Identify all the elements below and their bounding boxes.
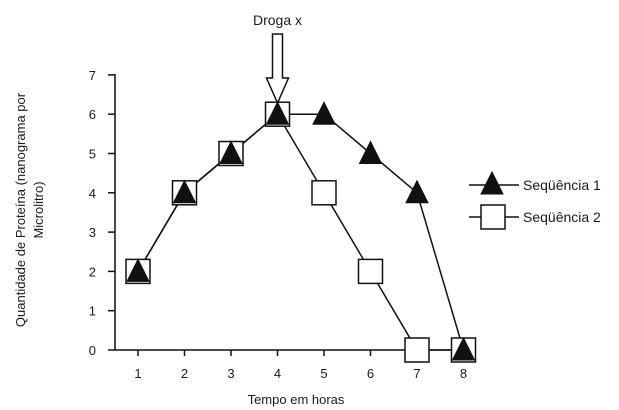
- y-axis-title-line-2: Microlitro): [31, 181, 46, 238]
- series-1-point: [126, 258, 150, 282]
- series-line-2: [137, 113, 464, 351]
- series-2-point: [404, 337, 430, 363]
- series-1-point: [405, 179, 429, 204]
- legend-triangle-icon: [480, 170, 504, 195]
- x-tick-label: 3: [227, 366, 234, 381]
- y-tick-label: 5: [89, 147, 96, 162]
- axes: [114, 74, 476, 351]
- x-axis-title: Tempo em horas: [248, 392, 345, 407]
- series-2-point: [311, 180, 337, 206]
- annotation-arrow-icon: [265, 33, 290, 105]
- y-tick-label: 7: [89, 68, 96, 83]
- series-2-point: [357, 258, 384, 285]
- y-tick-label: 4: [89, 186, 96, 201]
- x-tick-label: 8: [460, 366, 467, 381]
- y-tick-label: 0: [89, 343, 96, 358]
- x-tick-label: 1: [134, 366, 141, 381]
- x-tick-label: 2: [181, 366, 188, 381]
- y-axis-title-line-1: Quantidade de Proteína (nanograma por: [13, 92, 28, 327]
- y-tick-label: 1: [89, 304, 96, 319]
- series-1-point: [172, 179, 197, 204]
- legend-label: Seqüência 1: [523, 177, 601, 193]
- series-1-point: [312, 101, 336, 125]
- series-markers: [125, 101, 477, 363]
- ticks: 1 2 3 4 5 6 7 8 0 1 2 3 4 5 6 7: [89, 68, 467, 381]
- legend-label: Seqüência 2: [523, 209, 601, 225]
- series-1-point: [358, 140, 383, 164]
- x-tick-label: 4: [274, 366, 281, 381]
- legend-square-icon: [480, 204, 506, 230]
- x-tick-label: 7: [413, 366, 420, 381]
- annotation-label: Droga x: [253, 12, 302, 28]
- series-1-point: [265, 101, 290, 125]
- y-tick-label: 2: [89, 264, 96, 279]
- legend: Seqüência 1 Seqüência 2: [469, 170, 601, 230]
- series-lines: [137, 113, 465, 351]
- y-tick-label: 6: [89, 107, 96, 122]
- annotation: Droga x: [253, 12, 302, 105]
- x-tick-label: 6: [367, 366, 374, 381]
- series-line-1: [137, 113, 465, 351]
- x-tick-label: 5: [320, 366, 327, 381]
- series-1-point: [219, 140, 243, 164]
- series-1-point: [451, 336, 476, 361]
- y-tick-label: 3: [89, 225, 96, 240]
